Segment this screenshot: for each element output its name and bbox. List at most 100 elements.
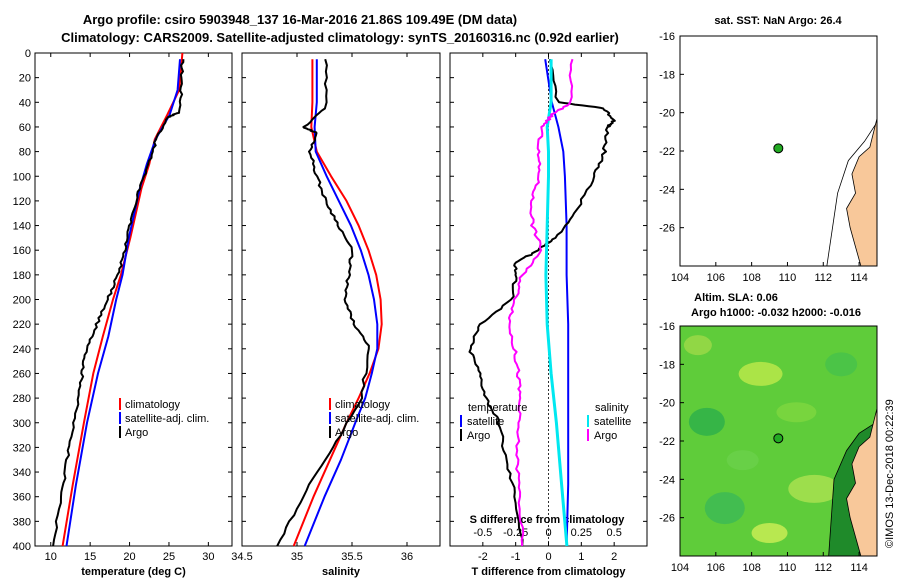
temperature-ytick-label: 60 (19, 122, 31, 134)
temperature-legend-label: Argo (125, 427, 148, 439)
temperature-xtick-label: 15 (84, 551, 96, 563)
sla_map-anomaly-patch (688, 407, 725, 436)
sla_map-ytick-label: -26 (659, 513, 675, 525)
sst_map-xtick-label: 106 (707, 272, 725, 284)
imos-credit: ©IMOS 13-Dec-2018 00:22:39 (884, 399, 896, 548)
sla_map-ytick-label: -24 (659, 474, 675, 486)
difference-salinity-tick-label: -0.25 (503, 527, 528, 539)
temperature-ytick-label: 280 (13, 393, 31, 405)
temperature-ytick-label: 0 (25, 48, 31, 60)
sla_map-anomaly-patch (738, 361, 783, 386)
temperature-xlabel: temperature (deg C) (81, 566, 186, 578)
difference-legend-temp-heading: temperature (468, 402, 527, 414)
difference-legend-sal-label: Argo (594, 430, 617, 442)
temperature-series-3 (52, 59, 185, 547)
sst_map-argo-marker (773, 143, 784, 154)
sla_map-anomaly-patch (704, 492, 745, 525)
sla_map-xtick-label: 108 (742, 562, 760, 574)
temperature-ytick-label: 40 (19, 97, 31, 109)
temperature-legend-label: climatology (125, 399, 181, 411)
difference-series-2 (468, 59, 616, 547)
differences-xtick-label: 0 (545, 551, 551, 563)
sst_map-ytick-label: -18 (659, 69, 675, 81)
sla_map-ytick-label: -16 (659, 321, 675, 333)
temperature-ytick-label: 180 (13, 270, 31, 282)
salinity-xtick-label: 34.5 (231, 551, 252, 563)
sst_map-xtick-label: 104 (671, 272, 689, 284)
sla_map-argo-marker (773, 433, 784, 444)
temperature-ytick-label: 240 (13, 344, 31, 356)
sla-map-title-1: Altim. SLA: 0.06 (694, 292, 778, 304)
temperature-ytick-label: 160 (13, 245, 31, 257)
temperature-panel: 0 20 40 60 80 100 120 140 160 180 200 220 240 260 280 3… (13, 48, 233, 578)
difference-top-label: S difference from climatology (470, 514, 626, 526)
temperature-ytick-label: 100 (13, 171, 31, 183)
salinity-xlabel: salinity (322, 566, 361, 578)
salinity-panel: 34.5 35 35.5 36 salinity climatology satellite… (231, 52, 441, 578)
sla_map-anomaly-patch (751, 523, 788, 543)
sla_map-xtick-label: 114 (850, 562, 868, 574)
salinity-legend-label: Argo (335, 427, 358, 439)
sla_map-xtick-label: 110 (779, 562, 797, 574)
difference-salinity-tick-label: 0.5 (607, 527, 622, 539)
difference-legend-temp-label: satellite (467, 416, 504, 428)
salinity-xtick-label: 35.5 (341, 551, 362, 563)
temperature-ytick-label: 320 (13, 442, 31, 454)
sst-map: 104 106 108 110 112 114 -16 -18 -20 -22 -24 -26 (659, 31, 878, 284)
sst_map-xtick-label: 112 (814, 272, 832, 284)
sla_map-xtick-label: 112 (814, 562, 832, 574)
sla_map-ytick-label: -20 (659, 398, 675, 410)
sst_map-ytick-label: -20 (659, 108, 675, 120)
sla_map-ytick-label: -22 (659, 436, 675, 448)
difference-series-4 (508, 58, 574, 547)
temperature-ytick-label: 20 (19, 73, 31, 85)
temperature-ytick-label: 200 (13, 295, 31, 307)
temperature-ytick-label: 220 (13, 319, 31, 331)
differences-xtick-label: -2 (478, 551, 488, 563)
sla_map-xtick-label: 106 (707, 562, 725, 574)
sla_map-ytick-label: -18 (659, 359, 675, 371)
temperature-ytick-label: 360 (13, 492, 31, 504)
differences-xlabel: T difference from climatology (471, 566, 626, 578)
difference-series-1 (544, 59, 570, 547)
difference-legend-sal-label: satellite (594, 416, 631, 428)
sst_map-ytick-label: -24 (659, 184, 675, 196)
difference-salinity-tick-label: -0.5 (473, 527, 492, 539)
sst_map-ytick-label: -16 (659, 31, 675, 43)
temperature-ytick-label: 80 (19, 147, 31, 159)
differences-xtick-label: -1 (511, 551, 521, 563)
sst_map-ytick-label: -26 (659, 223, 675, 235)
sst_map-ytick-label: -22 (659, 146, 675, 158)
title-line-2: Climatology: CARS2009. Satellite-adjuste… (61, 30, 619, 45)
temperature-frame (34, 52, 233, 547)
difference-legend-sal-heading: salinity (595, 402, 629, 414)
sla_map-anomaly-patch (825, 352, 858, 377)
salinity-xtick-label: 36 (401, 551, 413, 563)
temperature-series-1 (61, 52, 184, 547)
salinity-legend-label: climatology (335, 399, 391, 411)
temperature-xtick-label: 25 (163, 551, 175, 563)
differences-xtick-label: 1 (578, 551, 584, 563)
salinity-series-3 (276, 58, 370, 547)
sst_map-shelf-contour (826, 122, 878, 267)
salinity-xtick-label: 35 (291, 551, 303, 563)
temperature-ytick-label: 260 (13, 368, 31, 380)
sst-map-title: sat. SST: NaN Argo: 26.4 (714, 15, 842, 27)
temperature-xtick-label: 20 (123, 551, 135, 563)
salinity-legend-label: satellite-adj. clim. (335, 413, 419, 425)
salinity-frame (241, 52, 441, 547)
temperature-ytick-label: 120 (13, 196, 31, 208)
difference-panel: -2 -1 0 1 2 T difference from climatology -0.5… (449, 52, 648, 578)
differences-xtick-label: 2 (611, 551, 617, 563)
salinity-series-2 (303, 59, 379, 547)
sla_map-anomaly-patch (776, 402, 817, 423)
sst_map-xtick-label: 114 (850, 272, 868, 284)
temperature-xtick-label: 10 (45, 551, 57, 563)
sla-map-title-2: Argo h1000: -0.032 h2000: -0.016 (691, 307, 861, 319)
difference-legend-temp-label: Argo (467, 430, 490, 442)
temperature-legend-label: satellite-adj. clim. (125, 413, 209, 425)
sst_map-xtick-label: 110 (779, 272, 797, 284)
sla_map-anomaly-patch (726, 450, 759, 471)
sla_map-xtick-label: 104 (671, 562, 689, 574)
